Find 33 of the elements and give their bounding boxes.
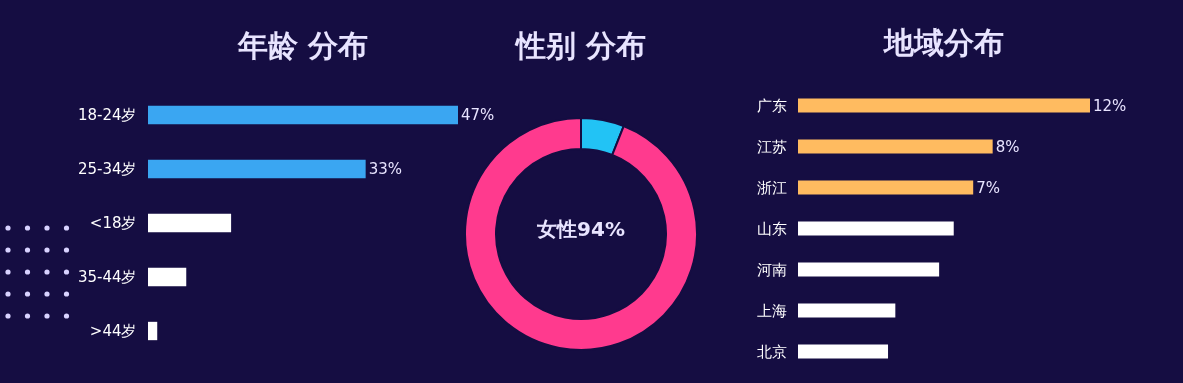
bar	[148, 321, 158, 341]
y-tick-label: 广东	[756, 96, 787, 115]
data-label: 7%	[976, 178, 1000, 197]
y-tick-label: 18-24岁	[77, 106, 137, 124]
y-tick-label: 上海	[756, 301, 787, 320]
y-tick-label: 北京	[756, 342, 787, 361]
bar	[148, 105, 458, 125]
bar	[148, 159, 366, 179]
y-tick-label: 山东	[756, 219, 787, 238]
bar	[148, 267, 187, 287]
bar	[148, 213, 232, 233]
bar	[798, 344, 889, 359]
chart-title: 年龄 分布	[236, 28, 369, 63]
y-tick-label: 河南	[756, 260, 787, 279]
data-label: 12%	[1093, 96, 1127, 115]
slice-label: 女性94%	[536, 217, 625, 241]
bar	[798, 180, 974, 195]
y-tick-label: 江苏	[756, 137, 787, 156]
y-tick-label: 35-44岁	[77, 268, 137, 286]
y-tick-label: 浙江	[756, 178, 787, 197]
y-tick-label: 25-34岁	[77, 160, 137, 178]
y-tick-label: >44岁	[89, 322, 137, 340]
y-tick-label: <18岁	[89, 214, 137, 232]
bar	[798, 139, 993, 154]
bar	[798, 262, 940, 277]
chart-title: 地域分布	[882, 25, 1004, 60]
chart-title: 性别 分布	[513, 28, 647, 63]
bar	[798, 98, 1090, 113]
data-label: 33%	[368, 160, 402, 178]
data-label: 8%	[995, 137, 1020, 156]
bar	[798, 221, 954, 236]
bar	[798, 303, 896, 318]
data-label: 47%	[461, 106, 495, 124]
